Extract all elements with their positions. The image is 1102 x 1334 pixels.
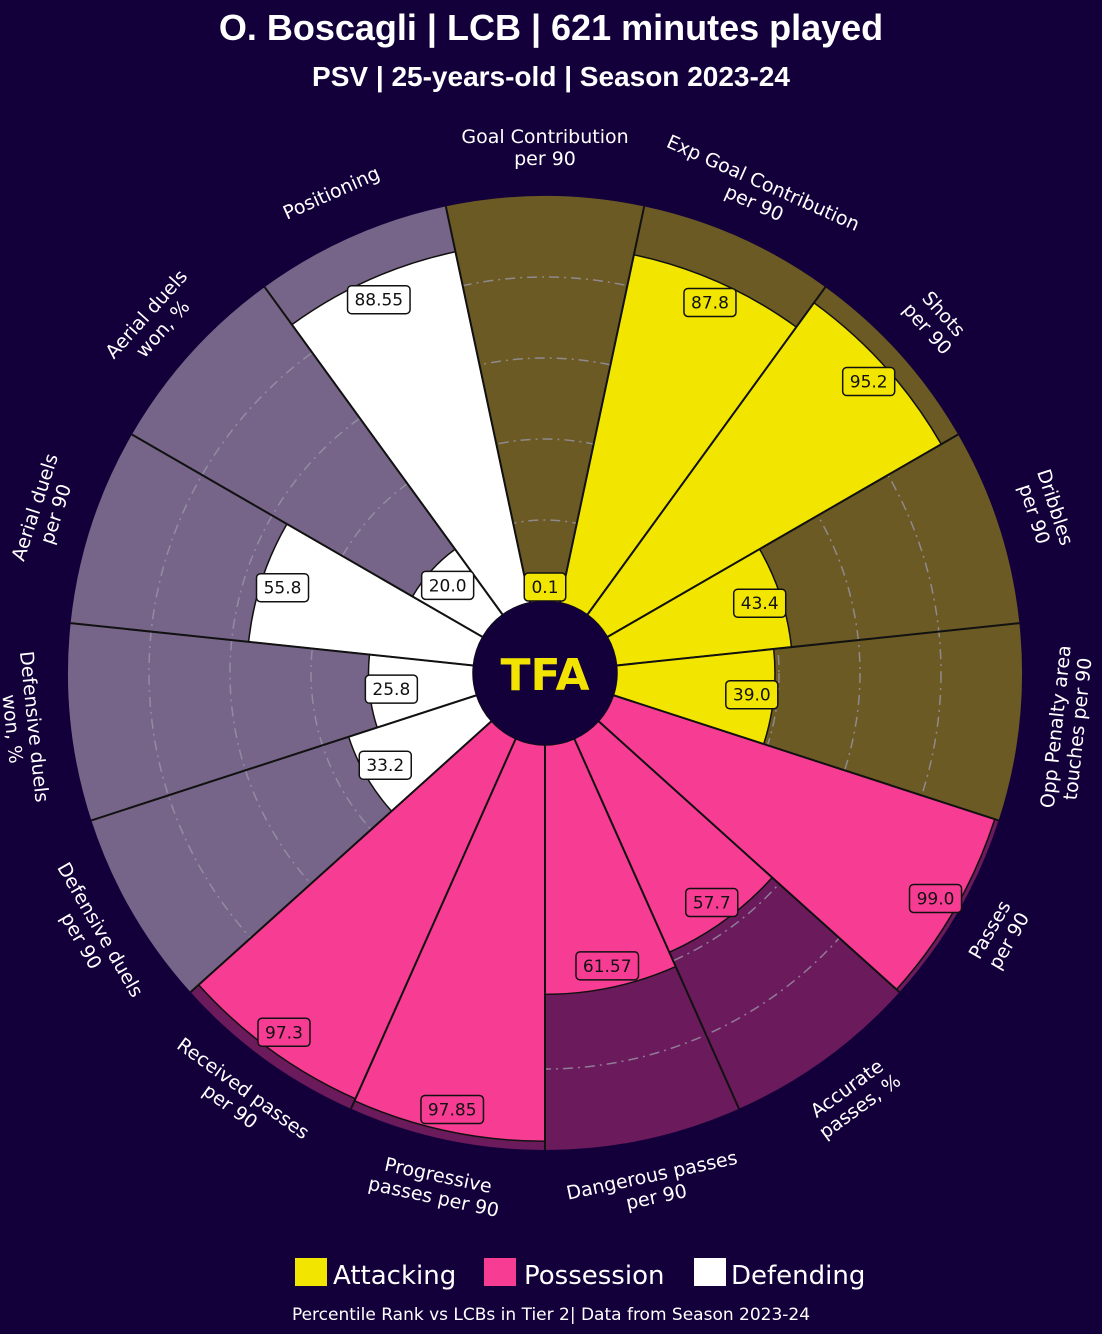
separator-5 — [613, 694, 999, 822]
separator-12 — [70, 622, 474, 667]
separator-2 — [586, 286, 827, 616]
value-text-defensive-duels-per-90: 33.2 — [366, 756, 404, 776]
value-text-aerial-duels-per-90: 55.8 — [264, 579, 302, 599]
chart-title: O. Boscagli | LCB | 621 minutes played — [219, 7, 883, 49]
value-box-aerial-duels-per-90 — [255, 572, 310, 603]
separator-0 — [444, 206, 532, 603]
value-label-passes-per-90: 99.0 — [908, 883, 963, 914]
separator-4 — [616, 622, 1020, 667]
separator-9 — [350, 738, 517, 1110]
legend-label-possession: Possession — [524, 1261, 664, 1291]
value-box-aerial-duels-won — [420, 570, 475, 601]
value-box-passes-per-90 — [908, 883, 963, 914]
logo-text: TFA — [500, 650, 589, 701]
legend-swatch-attacking — [295, 1258, 327, 1286]
separator-7 — [573, 738, 740, 1110]
value-label-accurate-passes: 57.7 — [684, 887, 739, 918]
value-label-received-passes-per-90: 97.3 — [257, 1017, 311, 1048]
value-label-dribbles-per-90: 43.4 — [732, 588, 787, 618]
value-box-opp-penalty-area-touches-per-90 — [725, 679, 779, 710]
legend-label-defending: Defending — [731, 1261, 865, 1291]
logo-circle — [473, 601, 617, 745]
value-box-defensive-duels-won — [364, 674, 419, 704]
slice-separators — [70, 206, 1020, 1150]
separator-1 — [558, 206, 646, 603]
legend: Attacking Possession Defending — [295, 1258, 865, 1291]
value-box-progressive-passes-per-90 — [420, 1094, 485, 1125]
value-text-passes-per-90: 99.0 — [917, 889, 955, 909]
value-box-shots-per-90 — [841, 366, 896, 397]
legend-swatch-defending — [694, 1258, 726, 1286]
slice-bg-aerial-duels-won — [131, 287, 503, 637]
value-label-opp-penalty-area-touches-per-90: 39.0 — [725, 679, 779, 710]
value-label-exp-goal-contribution-per-90: 87.8 — [683, 287, 737, 318]
value-label-defensive-duels-per-90: 33.2 — [358, 750, 413, 780]
footer-note: Percentile Rank vs LCBs in Tier 2| Data … — [292, 1305, 810, 1325]
chart-subtitle: PSV | 25-years-old | Season 2023-24 — [312, 61, 790, 92]
value-label-shots-per-90: 95.2 — [841, 366, 896, 397]
value-text-aerial-duels-won: 20.0 — [429, 576, 467, 596]
value-text-defensive-duels-won: 25.8 — [372, 680, 410, 700]
value-box-defensive-duels-per-90 — [358, 750, 413, 780]
value-text-accurate-passes: 57.7 — [693, 894, 731, 914]
value-text-shots-per-90: 95.2 — [850, 373, 888, 393]
value-box-exp-goal-contribution-per-90 — [683, 287, 737, 318]
value-text-progressive-passes-per-90: 97.85 — [428, 1101, 477, 1121]
axis-label-goal-contribution-per-90: Goal Contribution per 90 — [461, 126, 628, 170]
value-label-aerial-duels-won: 20.0 — [420, 570, 475, 601]
value-text-dangerous-passes-per-90: 61.57 — [583, 957, 632, 977]
separator-3 — [606, 433, 959, 638]
value-text-goal-contribution-per-90: 0.1 — [531, 578, 558, 598]
separator-14 — [263, 286, 504, 616]
value-box-accurate-passes — [684, 887, 739, 918]
value-label-aerial-duels-per-90: 55.8 — [255, 572, 310, 603]
value-label-positioning: 88.55 — [346, 284, 411, 315]
legend-swatch-possession — [484, 1258, 516, 1286]
value-text-positioning: 88.55 — [354, 291, 403, 311]
legend-label-attacking: Attacking — [333, 1261, 456, 1291]
value-label-dangerous-passes-per-90: 61.57 — [575, 951, 640, 981]
value-labels: 0.1 87.8 95.2 43.4 39.0 99.0 57.7 61.57 97.85 97.… — [255, 284, 963, 1125]
separator-10 — [189, 720, 493, 993]
value-box-received-passes-per-90 — [257, 1017, 311, 1048]
value-text-received-passes-per-90: 97.3 — [265, 1023, 303, 1043]
separator-6 — [597, 720, 901, 993]
gridline-60 — [229, 357, 861, 989]
value-text-exp-goal-contribution-per-90: 87.8 — [691, 293, 729, 313]
center-logo: TFA — [473, 601, 617, 745]
value-label-progressive-passes-per-90: 97.85 — [420, 1094, 485, 1125]
slice-bg-goal-contribution-per-90 — [445, 196, 645, 603]
value-label-defensive-duels-won: 25.8 — [364, 674, 419, 704]
value-text-opp-penalty-area-touches-per-90: 39.0 — [733, 686, 771, 706]
value-box-dangerous-passes-per-90 — [575, 951, 640, 981]
separator-11 — [91, 694, 477, 822]
value-box-positioning — [346, 284, 411, 315]
value-label-goal-contribution-per-90: 0.1 — [523, 572, 567, 602]
separator-13 — [131, 433, 484, 638]
value-box-dribbles-per-90 — [732, 588, 787, 618]
value-text-dribbles-per-90: 43.4 — [741, 594, 779, 614]
